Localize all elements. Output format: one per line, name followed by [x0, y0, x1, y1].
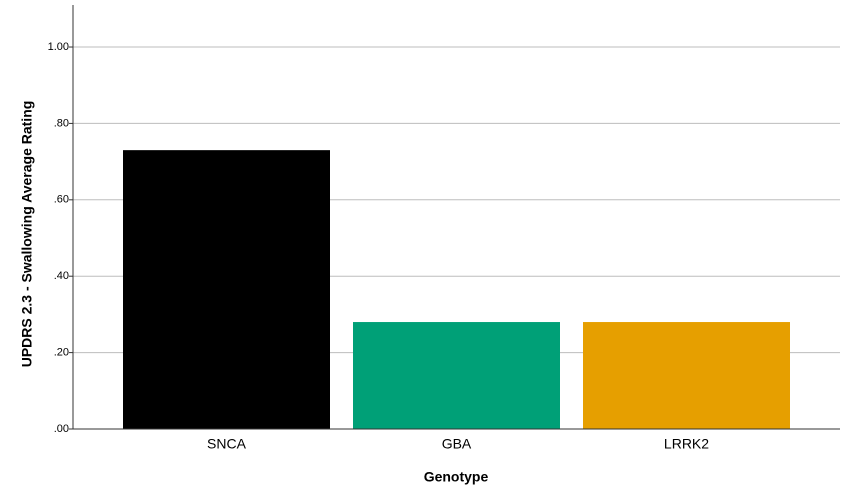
y-tick-label: .00 [54, 423, 69, 435]
bar [353, 322, 560, 429]
bar [583, 322, 790, 429]
y-axis-title: UPDRS 2.3 - Swallowing Average Rating [19, 101, 35, 368]
y-tick-label: .60 [54, 194, 69, 206]
y-tick-label: 1.00 [48, 41, 69, 53]
y-tick-label: .80 [54, 117, 69, 129]
bar [123, 150, 330, 430]
x-tick-label: GBA [442, 436, 472, 452]
y-tick-label: .40 [54, 270, 69, 282]
x-axis-title: Genotype [424, 469, 489, 485]
x-tick-label: SNCA [207, 436, 247, 452]
x-tick-label: LRRK2 [664, 436, 709, 452]
y-tick-label: .20 [54, 347, 69, 359]
